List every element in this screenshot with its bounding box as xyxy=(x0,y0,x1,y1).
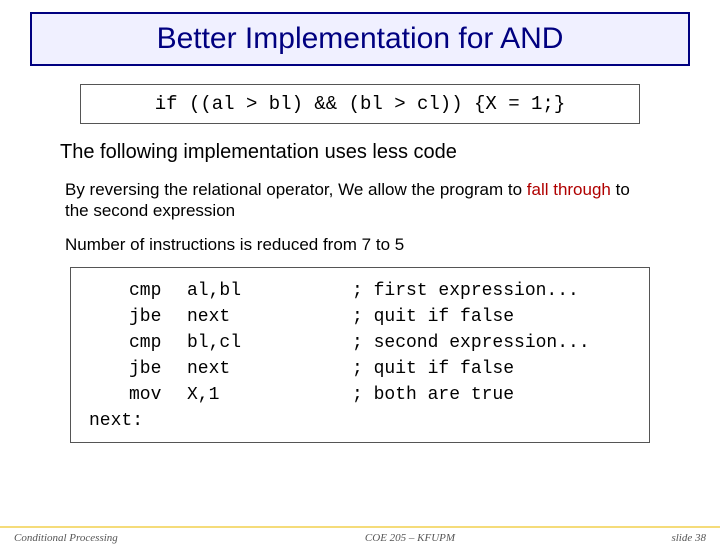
asm-row: cmp al,bl ; first expression... xyxy=(89,278,631,304)
paragraph-2: By reversing the relational operator, We… xyxy=(65,179,655,222)
slide-footer: Conditional Processing COE 205 – KFUPM s… xyxy=(0,526,720,544)
asm-row: cmp bl,cl ; second expression... xyxy=(89,330,631,356)
assembly-box: cmp al,bl ; first expression... jbe next… xyxy=(70,267,650,444)
footer-center: COE 205 – KFUPM xyxy=(214,532,606,544)
paragraph-1: The following implementation uses less c… xyxy=(60,140,660,165)
asm-instr: cmp xyxy=(129,330,187,356)
asm-oper: bl,cl xyxy=(187,330,352,356)
asm-instr: jbe xyxy=(129,304,187,330)
asm-oper: X,1 xyxy=(187,382,352,408)
asm-oper: next xyxy=(187,304,352,330)
asm-oper: al,bl xyxy=(187,278,352,304)
paragraph-3: Number of instructions is reduced from 7… xyxy=(65,234,655,255)
if-code-box: if ((al > bl) && (bl > cl)) {X = 1;} xyxy=(80,84,640,124)
asm-oper: next xyxy=(187,356,352,382)
asm-row: mov X,1 ; both are true xyxy=(89,382,631,408)
if-code: if ((al > bl) && (bl > cl)) {X = 1;} xyxy=(155,93,565,115)
asm-comment: ; first expression... xyxy=(352,278,579,304)
asm-instr: cmp xyxy=(129,278,187,304)
asm-instr: jbe xyxy=(129,356,187,382)
para2-pre: By reversing the relational operator, We… xyxy=(65,180,527,199)
asm-instr: mov xyxy=(129,382,187,408)
asm-label: next: xyxy=(89,408,143,434)
asm-comment: ; quit if false xyxy=(352,304,514,330)
footer-right: slide 38 xyxy=(606,532,706,544)
asm-comment: ; quit if false xyxy=(352,356,514,382)
para2-red: fall through xyxy=(527,180,611,199)
footer-left: Conditional Processing xyxy=(14,532,214,544)
slide-title-box: Better Implementation for AND xyxy=(30,12,690,66)
asm-row: jbe next ; quit if false xyxy=(89,304,631,330)
asm-comment: ; both are true xyxy=(352,382,514,408)
asm-label-row: next: xyxy=(89,408,631,434)
asm-comment: ; second expression... xyxy=(352,330,590,356)
slide-title: Better Implementation for AND xyxy=(46,22,674,56)
asm-row: jbe next ; quit if false xyxy=(89,356,631,382)
